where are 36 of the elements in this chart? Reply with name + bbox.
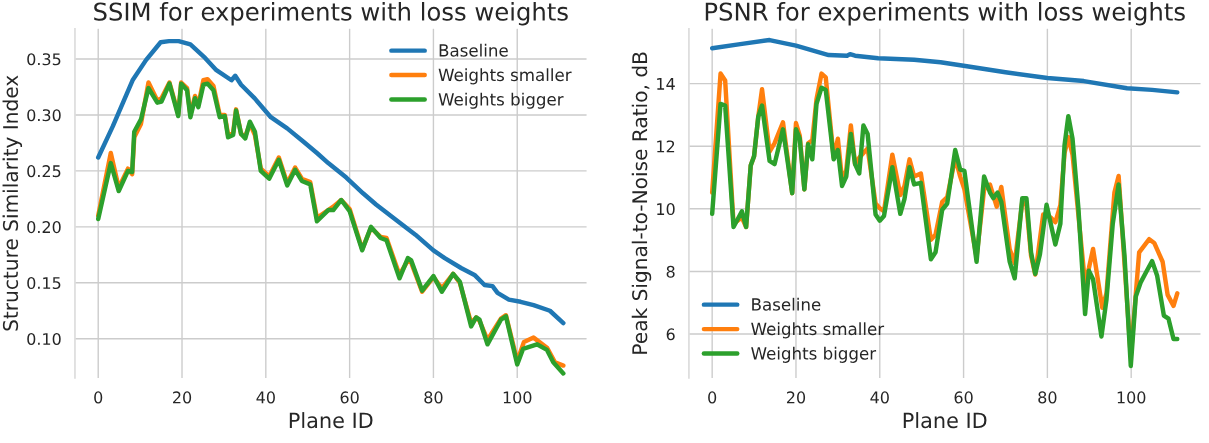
- y-tick-label: 6: [666, 328, 675, 341]
- legend-label: Weights bigger: [438, 92, 564, 109]
- legend-label: Weights smaller: [438, 68, 572, 85]
- x-axis-title: Plane ID: [289, 412, 373, 429]
- legend-label: Baseline: [752, 297, 821, 311]
- x-tick-label: 0: [94, 391, 103, 404]
- line-series: [709, 37, 1180, 95]
- y-tick-label: 0.25: [27, 165, 61, 178]
- x-tick-label: 40: [870, 391, 889, 404]
- chart-title: SSIM for experiments with loss weights: [94, 1, 568, 26]
- x-tick-label: 40: [256, 391, 275, 404]
- y-tick-label: 0.15: [27, 276, 61, 290]
- x-tick-label: 80: [424, 391, 443, 404]
- x-tick-label: 100: [503, 391, 532, 404]
- x-tick-label: 0: [708, 391, 717, 404]
- y-axis-title: Structure Similarity Index: [2, 75, 23, 331]
- legend-label: Baseline: [439, 43, 508, 57]
- legend-label: Weights smaller: [751, 322, 885, 339]
- legend-label: Weights bigger: [751, 346, 877, 363]
- y-tick-label: 10: [657, 203, 675, 216]
- y-tick-label: 0.30: [27, 109, 61, 122]
- y-tick-label: 12: [657, 140, 675, 153]
- y-axis-title: Peak Signal-to-Noise Ratio, dB: [631, 52, 652, 354]
- x-tick-label: 60: [954, 391, 973, 404]
- x-tick-label: 80: [1038, 391, 1057, 404]
- y-tick-label: 0.10: [27, 332, 61, 346]
- x-tick-label: 60: [340, 391, 359, 404]
- x-tick-label: 20: [786, 391, 806, 404]
- x-tick-label: 20: [173, 391, 192, 404]
- y-tick-label: 0.20: [27, 221, 61, 234]
- x-tick-label: 100: [1117, 391, 1146, 404]
- chart-title: PSNR for experiments with loss weights: [705, 1, 1185, 26]
- y-tick-label: 0.35: [27, 53, 61, 66]
- y-tick-label: 8: [666, 265, 675, 278]
- y-tick-label: 14: [657, 78, 675, 90]
- x-axis-title: Plane ID: [903, 412, 987, 429]
